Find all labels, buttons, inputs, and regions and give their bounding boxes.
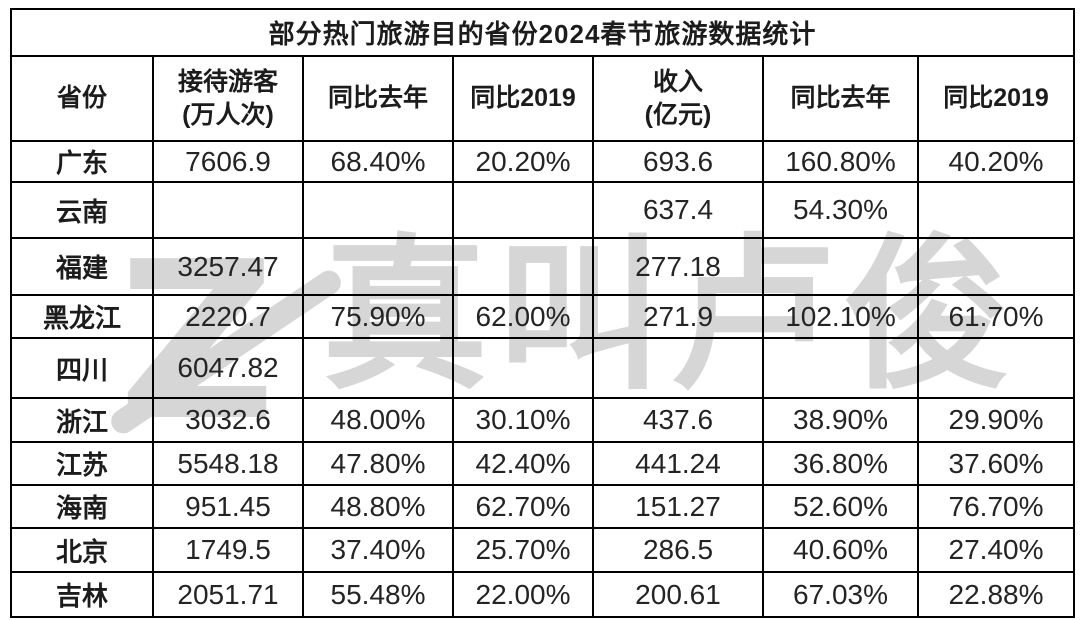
value-cell: 2051.71 (152, 571, 304, 618)
value-cell: 102.10% (762, 294, 919, 339)
value-cell: 5548.18 (152, 441, 304, 486)
province-cell: 浙江 (10, 397, 154, 443)
value-cell (916, 337, 1076, 399)
value-cell (452, 181, 594, 239)
value-cell: 25.70% (452, 527, 594, 573)
value-cell: 22.00% (452, 571, 594, 618)
value-cell: 7606.9 (152, 140, 304, 183)
table-row: 海南 951.45 48.80% 62.70% 151.27 52.60% 76.70% (10, 484, 1076, 529)
col-header-visitors-vs2019: 同比2019 (452, 55, 594, 142)
value-cell: 22.88% (916, 571, 1076, 618)
value-cell: 437.6 (592, 397, 764, 443)
province-cell: 福建 (10, 237, 154, 296)
col-header-visitors-yoy: 同比去年 (302, 55, 454, 142)
col-header-revenue: 收入 (亿元) (592, 55, 764, 142)
value-cell: 271.9 (592, 294, 764, 339)
province-cell: 黑龙江 (10, 294, 154, 339)
value-cell: 68.40% (302, 140, 454, 183)
value-cell (916, 237, 1076, 296)
province-cell: 云南 (10, 181, 154, 239)
value-cell: 286.5 (592, 527, 764, 573)
table-row: 四川 6047.82 (10, 337, 1076, 399)
table-row: 江苏 5548.18 47.80% 42.40% 441.24 36.80% 37.60% (10, 441, 1076, 486)
value-cell: 36.80% (762, 441, 919, 486)
value-cell: 52.60% (762, 484, 919, 529)
value-cell: 40.60% (762, 527, 919, 573)
value-cell: 67.03% (762, 571, 919, 618)
value-cell: 951.45 (152, 484, 304, 529)
table-body: 广东 7606.9 68.40% 20.20% 693.6 160.80% 40.20% 云南… (10, 140, 1076, 618)
province-cell: 广东 (10, 140, 154, 183)
value-cell: 42.40% (452, 441, 594, 486)
value-cell: 200.61 (592, 571, 764, 618)
table-row: 福建 3257.47 277.18 (10, 237, 1076, 296)
value-cell: 38.90% (762, 397, 919, 443)
value-cell: 441.24 (592, 441, 764, 486)
value-cell: 47.80% (302, 441, 454, 486)
table-row: 北京 1749.5 37.40% 25.70% 286.5 40.60% 27.40% (10, 527, 1076, 573)
value-cell: 151.27 (592, 484, 764, 529)
value-cell: 62.70% (452, 484, 594, 529)
value-cell: 37.40% (302, 527, 454, 573)
value-cell (302, 181, 454, 239)
value-cell: 160.80% (762, 140, 919, 183)
value-cell: 3032.6 (152, 397, 304, 443)
province-cell: 四川 (10, 337, 154, 399)
table-row: 云南 637.4 54.30% (10, 181, 1076, 239)
col-header-revenue-vs2019: 同比2019 (916, 55, 1076, 142)
value-cell: 27.40% (916, 527, 1076, 573)
table-row: 吉林 2051.71 55.48% 22.00% 200.61 67.03% 22.88% (10, 571, 1076, 618)
value-cell: 48.00% (302, 397, 454, 443)
value-cell: 6047.82 (152, 337, 304, 399)
province-cell: 海南 (10, 484, 154, 529)
title-row: 部分热门旅游目的省份2024春节旅游数据统计 (9, 8, 1076, 57)
table-row: 浙江 3032.6 48.00% 30.10% 437.6 38.90% 29.90% (10, 397, 1076, 443)
value-cell: 76.70% (916, 484, 1076, 529)
value-cell: 30.10% (452, 397, 594, 443)
value-cell: 2220.7 (152, 294, 304, 339)
value-cell (762, 237, 919, 296)
col-header-revenue-yoy: 同比去年 (762, 55, 919, 142)
value-cell: 54.30% (762, 181, 919, 239)
value-cell: 75.90% (302, 294, 454, 339)
col-header-province: 省份 (10, 55, 154, 142)
value-cell: 61.70% (916, 294, 1076, 339)
value-cell: 55.48% (302, 571, 454, 618)
value-cell (592, 337, 764, 399)
value-cell: 29.90% (916, 397, 1076, 443)
value-cell: 62.00% (452, 294, 594, 339)
value-cell (452, 237, 594, 296)
table-title: 部分热门旅游目的省份2024春节旅游数据统计 (9, 8, 1076, 57)
value-cell: 1749.5 (152, 527, 304, 573)
value-cell: 637.4 (592, 181, 764, 239)
table-row: 广东 7606.9 68.40% 20.20% 693.6 160.80% 40.20% (10, 140, 1076, 183)
value-cell: 37.60% (916, 441, 1076, 486)
table-row: 黑龙江 2220.7 75.90% 62.00% 271.9 102.10% 61.70% (10, 294, 1076, 339)
province-cell: 江苏 (10, 441, 154, 486)
province-cell: 吉林 (10, 571, 154, 618)
value-cell (152, 181, 304, 239)
value-cell (762, 337, 919, 399)
value-cell (452, 337, 594, 399)
value-cell: 3257.47 (152, 237, 304, 296)
col-header-visitors: 接待游客 (万人次) (152, 55, 304, 142)
province-cell: 北京 (10, 527, 154, 573)
value-cell (302, 237, 454, 296)
tourism-data-table: 部分热门旅游目的省份2024春节旅游数据统计 省份 接待游客 (万人次) 同比去年… (9, 8, 1076, 618)
value-cell: 48.80% (302, 484, 454, 529)
value-cell (302, 337, 454, 399)
value-cell: 20.20% (452, 140, 594, 183)
value-cell (916, 181, 1076, 239)
header-row: 省份 接待游客 (万人次) 同比去年 同比2019 收入 (亿元) 同比去年 同比2… (10, 55, 1076, 142)
value-cell: 277.18 (592, 237, 764, 296)
value-cell: 40.20% (916, 140, 1076, 183)
value-cell: 693.6 (592, 140, 764, 183)
